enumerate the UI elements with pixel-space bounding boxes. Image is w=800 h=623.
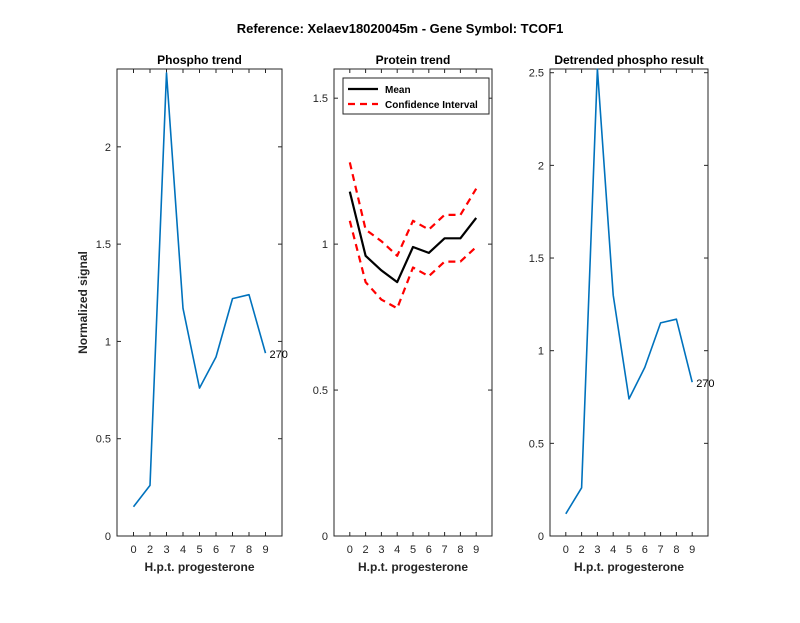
x-tick-label: 6 bbox=[213, 544, 219, 556]
y-tick-label: 0.5 bbox=[529, 438, 544, 450]
x-tick-label: 5 bbox=[410, 544, 416, 556]
panel-2 bbox=[333, 68, 493, 537]
x-tick-label: 3 bbox=[594, 544, 600, 556]
x-axis-label: H.p.t. progesterone bbox=[574, 560, 684, 574]
point-annotation: 270 bbox=[696, 378, 714, 390]
y-tick-label: 1.5 bbox=[313, 93, 328, 105]
y-tick-label: 0.5 bbox=[313, 385, 328, 397]
y-tick-label: 0 bbox=[105, 531, 111, 543]
x-tick-label: 2 bbox=[579, 544, 585, 556]
y-tick-label: 1.5 bbox=[96, 239, 111, 251]
y-axis-label: Normalized signal bbox=[76, 251, 90, 354]
y-tick-label: 0.5 bbox=[96, 434, 111, 446]
x-tick-label: 7 bbox=[442, 544, 448, 556]
x-tick-label: 6 bbox=[426, 544, 432, 556]
x-tick-label: 0 bbox=[563, 544, 569, 556]
series-line-1 bbox=[348, 191, 478, 284]
axes-box bbox=[333, 68, 493, 537]
x-tick-label: 5 bbox=[626, 544, 632, 556]
panel-1 bbox=[116, 68, 283, 537]
y-tick-label: 2.5 bbox=[529, 68, 544, 80]
series-line-2 bbox=[348, 162, 478, 257]
x-tick-label: 4 bbox=[610, 544, 616, 556]
y-tick-label: 2 bbox=[538, 160, 544, 172]
panel-title: Detrended phospho result bbox=[554, 53, 703, 67]
x-tick-label: 3 bbox=[163, 544, 169, 556]
x-tick-label: 0 bbox=[130, 544, 136, 556]
legend-label-2: Confidence Interval bbox=[385, 100, 478, 111]
y-tick-label: 1 bbox=[322, 239, 328, 251]
x-tick-label: 2 bbox=[147, 544, 153, 556]
x-tick-label: 7 bbox=[658, 544, 664, 556]
x-tick-label: 8 bbox=[457, 544, 463, 556]
x-axis-label: H.p.t. progesterone bbox=[358, 560, 468, 574]
y-tick-label: 0 bbox=[538, 531, 544, 543]
x-tick-label: 0 bbox=[347, 544, 353, 556]
x-tick-label: 5 bbox=[196, 544, 202, 556]
x-tick-label: 7 bbox=[229, 544, 235, 556]
legend-label-1: Mean bbox=[385, 85, 411, 96]
panel-title: Phospho trend bbox=[157, 53, 242, 67]
panel-title: Protein trend bbox=[376, 53, 451, 67]
series-line-1 bbox=[565, 68, 693, 515]
y-tick-label: 2 bbox=[105, 142, 111, 154]
point-annotation: 270 bbox=[270, 349, 288, 361]
x-tick-label: 4 bbox=[180, 544, 186, 556]
x-axis-label: H.p.t. progesterone bbox=[144, 560, 254, 574]
series-line-3 bbox=[348, 220, 477, 310]
series-line-1 bbox=[132, 72, 267, 508]
panel-3 bbox=[549, 68, 709, 537]
x-tick-label: 8 bbox=[246, 544, 252, 556]
figure-title: Reference: Xelaev18020045m - Gene Symbol… bbox=[237, 21, 564, 36]
x-tick-label: 2 bbox=[363, 544, 369, 556]
y-tick-label: 1.5 bbox=[529, 253, 544, 265]
y-tick-label: 1 bbox=[105, 336, 111, 348]
x-tick-label: 3 bbox=[378, 544, 384, 556]
y-tick-label: 1 bbox=[538, 346, 544, 358]
x-tick-label: 9 bbox=[473, 544, 479, 556]
x-tick-label: 9 bbox=[262, 544, 268, 556]
x-tick-label: 4 bbox=[394, 544, 400, 556]
axes-box bbox=[549, 68, 709, 537]
legend-box bbox=[342, 77, 490, 115]
x-tick-label: 8 bbox=[673, 544, 679, 556]
x-tick-label: 9 bbox=[689, 544, 695, 556]
x-tick-label: 6 bbox=[642, 544, 648, 556]
axes-box bbox=[116, 68, 283, 537]
y-tick-label: 0 bbox=[322, 531, 328, 543]
